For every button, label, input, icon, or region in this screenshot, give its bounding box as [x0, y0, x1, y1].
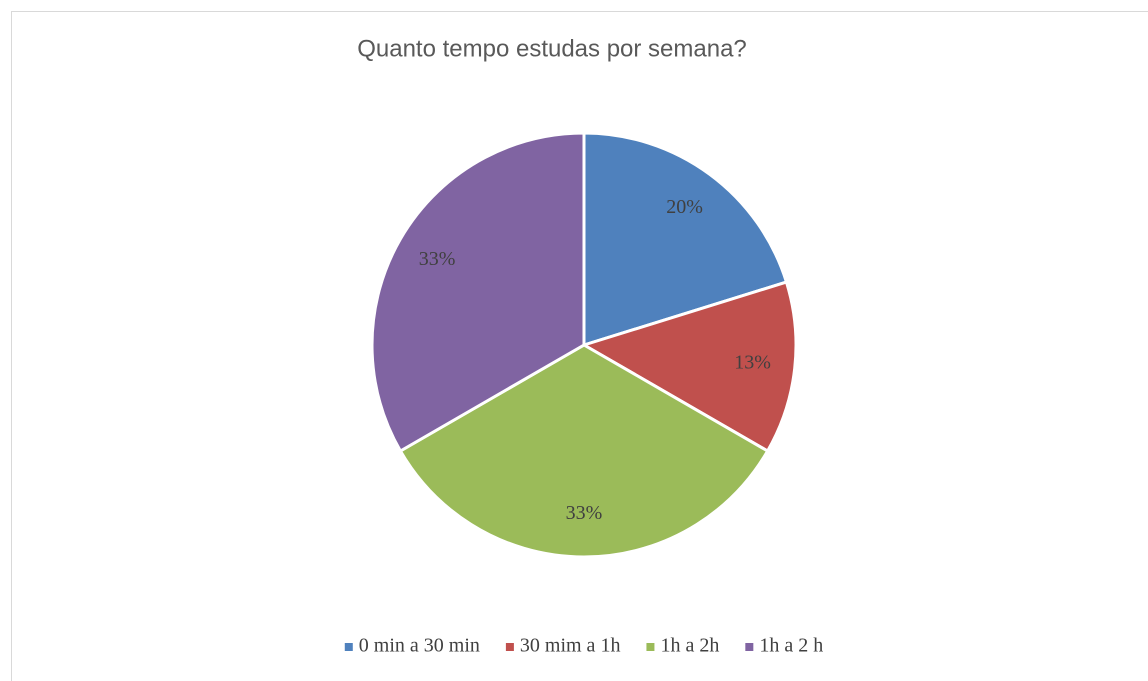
legend-swatch: [646, 643, 655, 651]
pie-slice: [370, 131, 586, 454]
chart-title: Quanto tempo estudas por semana?: [357, 35, 747, 62]
legend-label: 1h a 2 h: [759, 635, 823, 657]
pie-slice: [582, 131, 789, 348]
legend-label: 0 min a 30 min: [359, 635, 480, 657]
pie-slice: [398, 343, 770, 559]
legend-swatch: [344, 643, 353, 651]
data-label: 33%: [419, 248, 456, 270]
data-label: 33%: [566, 502, 603, 524]
legend-label: 1h a 2h: [660, 635, 719, 657]
legend-swatch: [505, 643, 514, 651]
legend-swatch: [745, 643, 754, 651]
data-label: 13%: [734, 351, 771, 373]
pie-slice: [580, 280, 798, 454]
legend-label: 30 mim a 1h: [520, 635, 621, 657]
legend: 0 min a 30 min 30 mim a 1h 1h a 2h 1h a 2 h: [344, 635, 823, 657]
data-label: 20%: [666, 196, 703, 218]
